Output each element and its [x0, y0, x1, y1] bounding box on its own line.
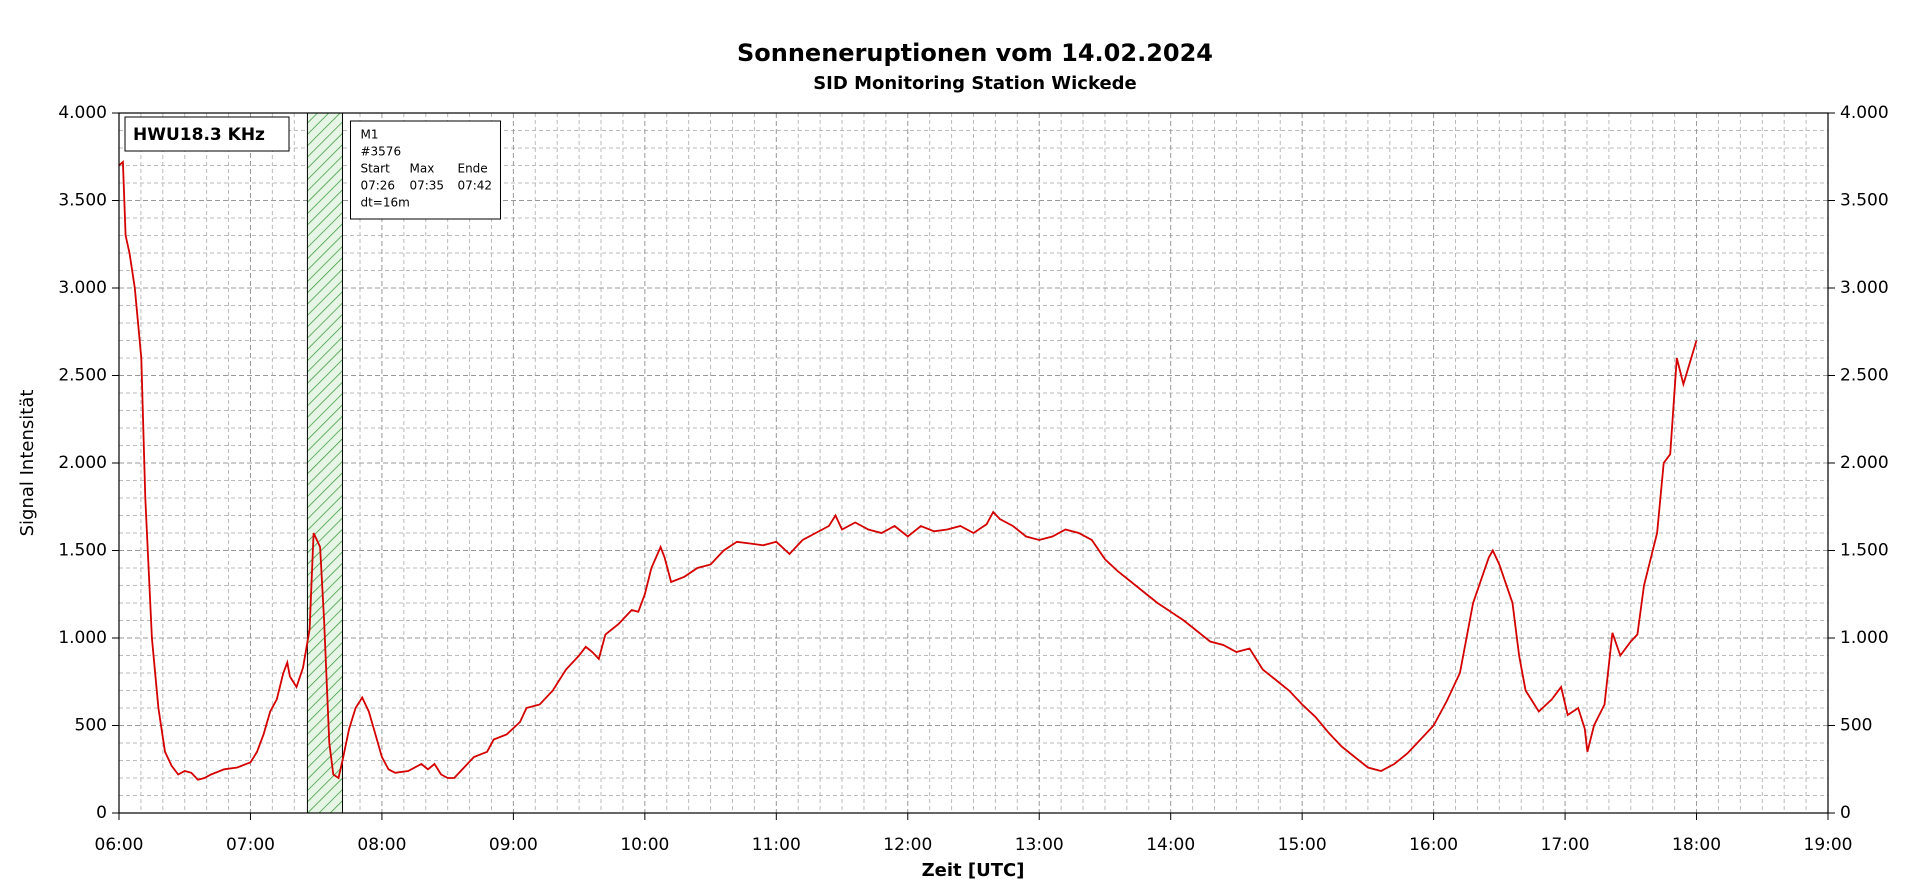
x-tick-label: 15:00 [1278, 835, 1327, 855]
chart-title: Sonneneruptionen vom 14.02.2024 [737, 39, 1213, 67]
y2-tick-label: 3.500 [1840, 191, 1889, 211]
y2-tick-label: 500 [1840, 716, 1872, 736]
y2-tick-label: 2.000 [1840, 453, 1889, 473]
event-duration: dt=16m [360, 196, 409, 210]
y-tick-label: 2.500 [58, 366, 107, 386]
y-tick-label: 2.000 [58, 453, 107, 473]
event-id: #3576 [360, 145, 401, 159]
y2-tick-label: 1.500 [1840, 541, 1889, 561]
x-tick-label: 14:00 [1146, 835, 1195, 855]
y2-tick-label: 3.000 [1840, 278, 1889, 298]
y2-tick-label: 2.500 [1840, 366, 1889, 386]
x-tick-label: 18:00 [1672, 835, 1721, 855]
x-axis-title: Zeit [UTC] [922, 860, 1025, 879]
x-tick-label: 13:00 [1015, 835, 1064, 855]
event-time: 07:42 [457, 179, 492, 193]
plot-frame [118, 112, 1829, 814]
x-tick-label: 19:00 [1804, 835, 1853, 855]
event-label: M1 [360, 128, 378, 142]
x-tick-label: 12:00 [883, 835, 932, 855]
chart-subtitle: SID Monitoring Station Wickede [813, 73, 1137, 94]
y2-tick-label: 4.000 [1840, 103, 1889, 123]
x-tick-label: 16:00 [1409, 835, 1458, 855]
event-box [349, 120, 501, 220]
event-time: 07:26 [360, 179, 395, 193]
y-tick-label: 1.000 [58, 628, 107, 648]
x-tick-label: 09:00 [489, 835, 538, 855]
x-tick-label: 11:00 [752, 835, 801, 855]
event-header: Start [360, 162, 390, 176]
event-region [306, 112, 343, 814]
y-tick-label: 1.500 [58, 541, 107, 561]
y2-tick-label: 0 [1840, 803, 1851, 823]
y-axis-title: Signal Intensität [17, 390, 38, 537]
data-line [118, 160, 1698, 781]
y-tick-label: 500 [75, 716, 107, 736]
y-tick-label: 0 [96, 803, 107, 823]
y-tick-label: 4.000 [58, 103, 107, 123]
event-header: Ende [457, 162, 487, 176]
legend-box [124, 116, 290, 152]
x-tick-label: 07:00 [226, 835, 275, 855]
y2-tick-label: 1.000 [1840, 628, 1889, 648]
x-tick-label: 17:00 [1541, 835, 1590, 855]
event-header: Max [409, 162, 434, 176]
x-tick-label: 08:00 [357, 835, 406, 855]
x-tick-label: 10:00 [620, 835, 669, 855]
y-tick-label: 3.500 [58, 191, 107, 211]
y-tick-label: 3.000 [58, 278, 107, 298]
x-tick-label: 06:00 [95, 835, 144, 855]
event-time: 07:35 [409, 179, 444, 193]
legend-label: HWU18.3 KHz [133, 125, 265, 145]
